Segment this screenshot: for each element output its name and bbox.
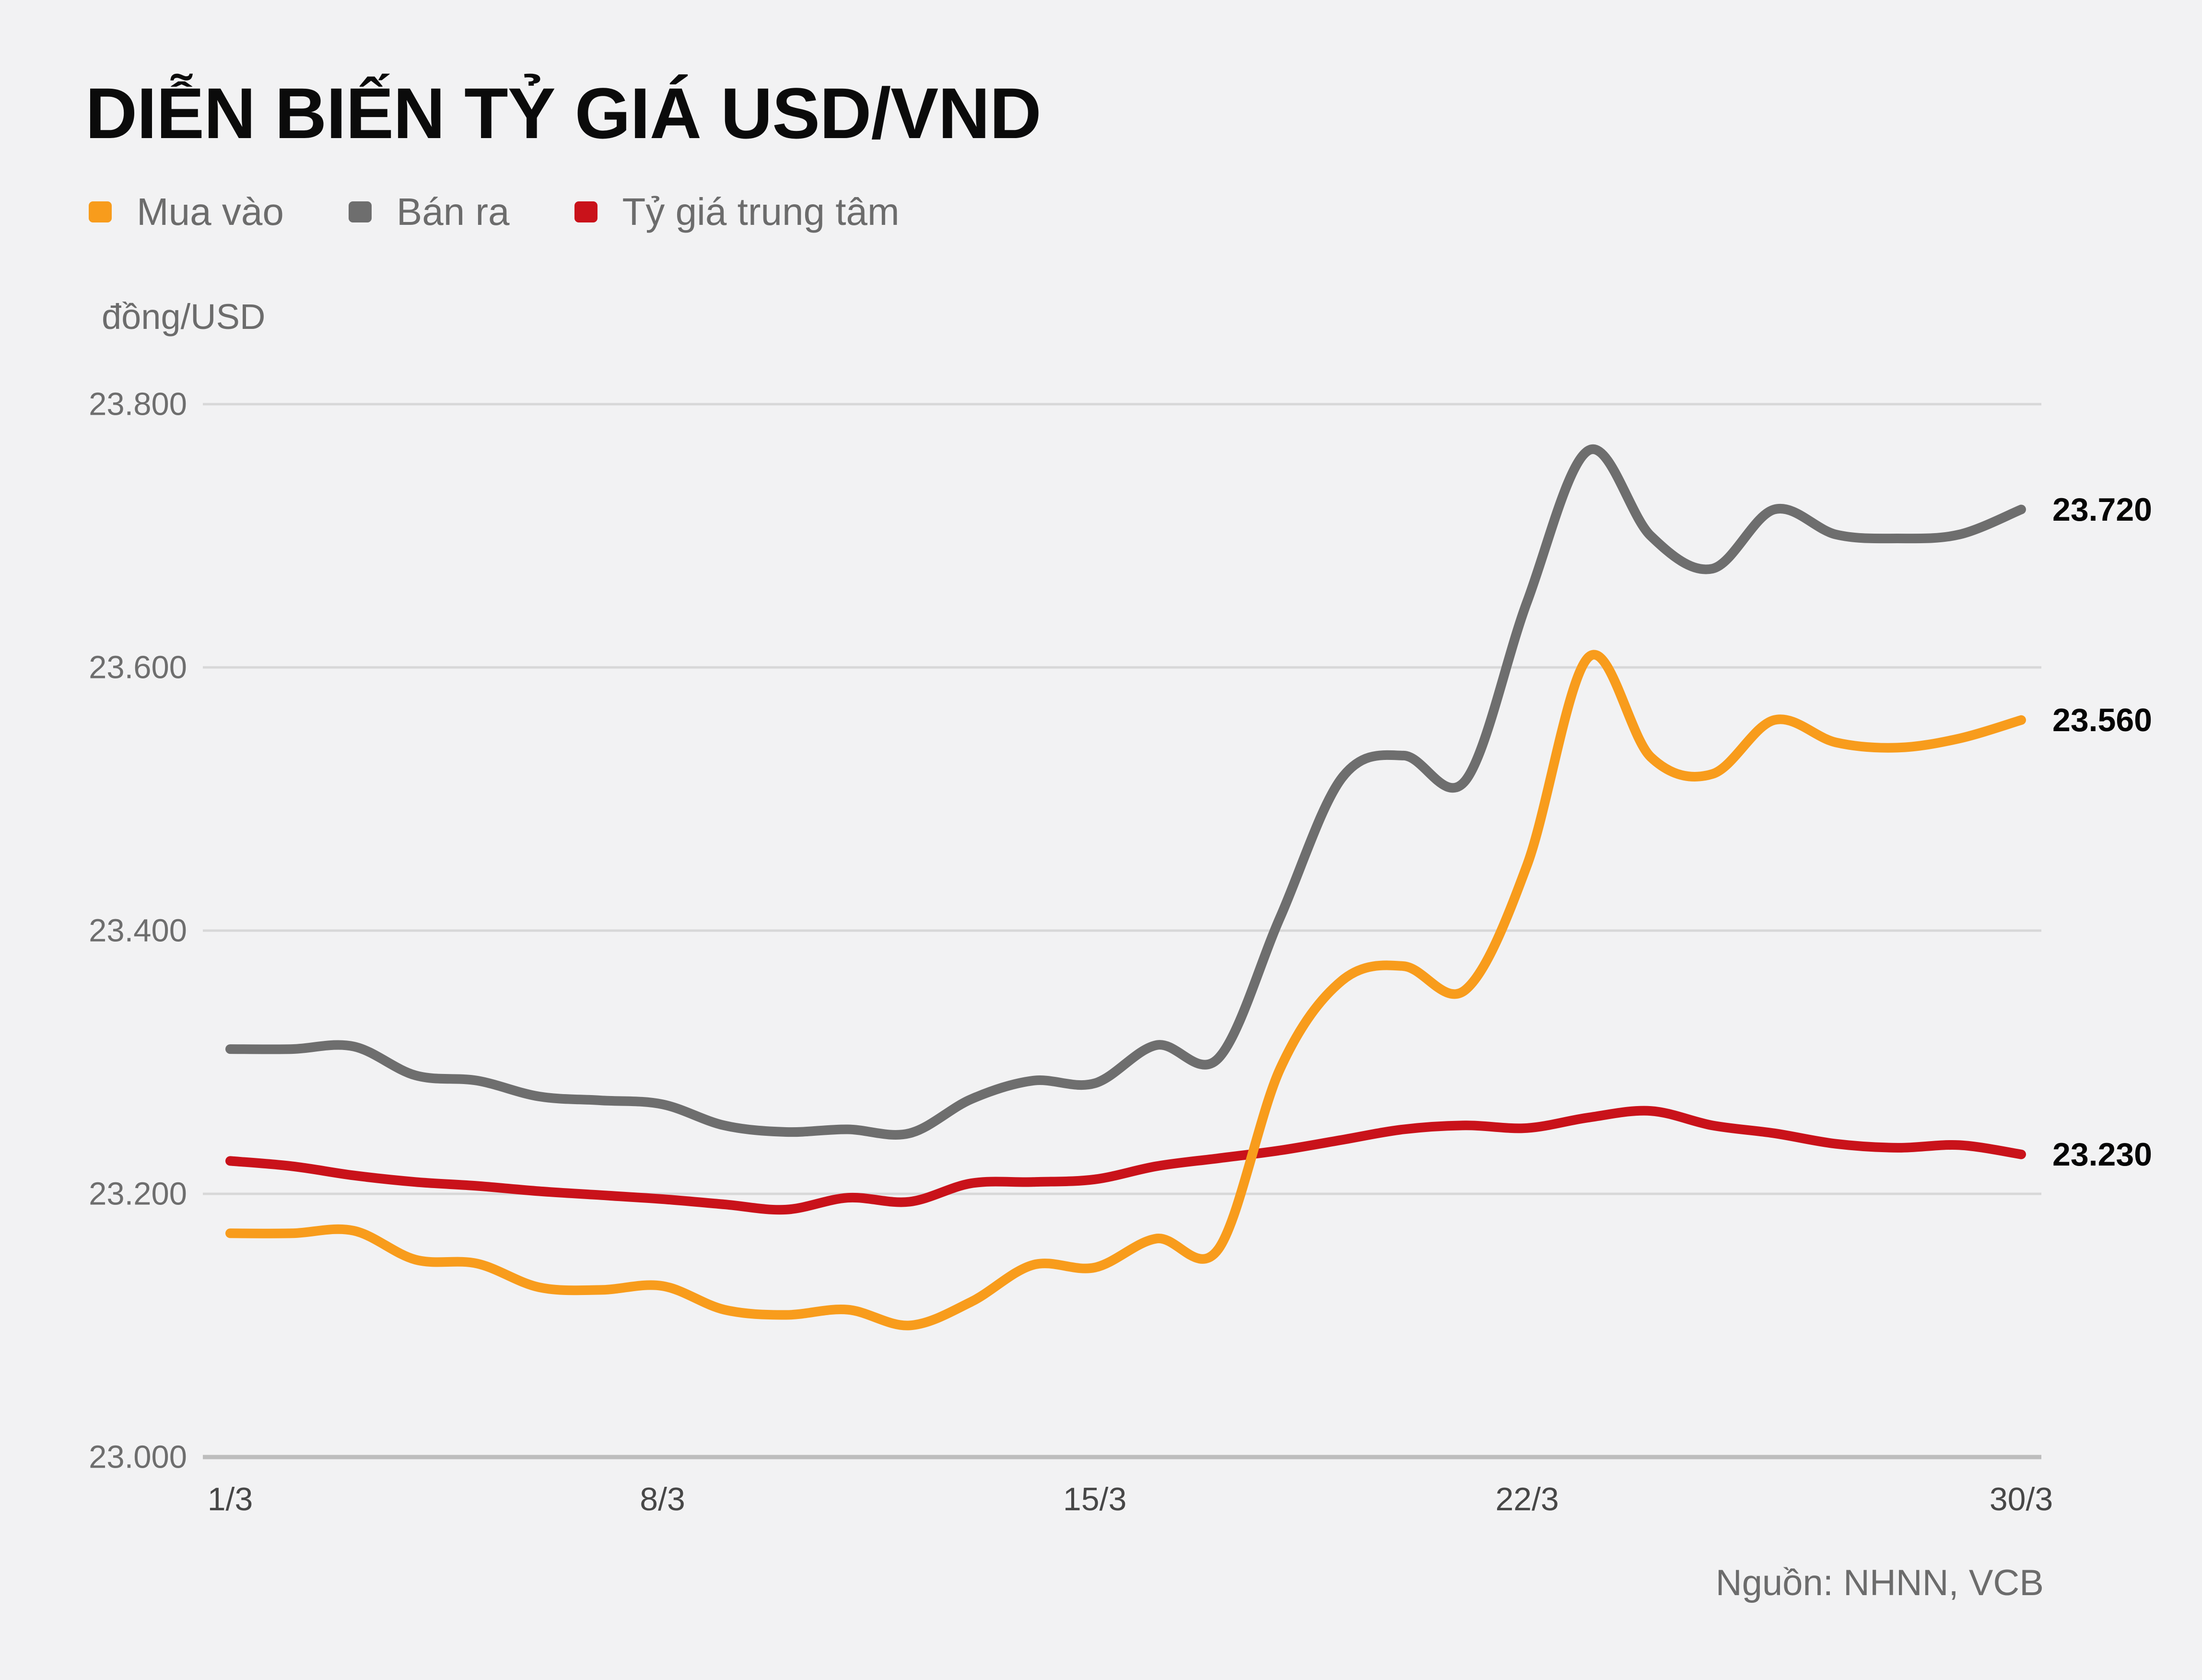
series-lines-group [225,444,2026,1330]
x-tick-label: 30/3 [1989,1481,2053,1517]
gridlines-group [203,403,2041,1459]
x-tick-label: 22/3 [1495,1481,1559,1517]
series-line-buy [225,650,2026,1330]
chart-legend: Mua vào Bán ra Tỷ giá trung tâm [89,188,964,236]
legend-item-buy: Mua vào [89,190,284,234]
y-axis-unit-label: đồng/USD [102,297,266,337]
legend-label-sell: Bán ra [396,190,510,233]
source-note: Nguồn: NHNN, VCB [1715,1563,2044,1603]
legend-item-central: Tỷ giá trung tâm [574,190,900,234]
legend-item-sell: Bán ra [348,190,510,234]
sell-color-swatch-icon [348,201,372,222]
buy-series-end-value-label: 23.560 [2052,701,2152,738]
central-rate-color-swatch-icon [574,201,597,222]
series-line-sell [225,444,2026,1140]
y-tick-label: 23.200 [89,1176,187,1212]
x-tick-label: 8/3 [640,1481,685,1517]
y-tick-label: 23.600 [89,649,187,686]
x-tick-label: 15/3 [1063,1481,1127,1517]
y-tick-label: 23.400 [89,912,187,949]
y-tick-label: 23.800 [89,386,187,422]
buy-color-swatch-icon [89,201,112,222]
series-line-central [225,1106,2026,1215]
central-rate-end-value-label: 23.230 [2052,1136,2152,1173]
y-tick-label: 23.000 [89,1439,187,1475]
legend-label-buy: Mua vào [137,190,284,233]
legend-label-central: Tỷ giá trung tâm [622,190,900,233]
x-tick-label: 1/3 [207,1481,253,1517]
page-title: DIỄN BIẾN TỶ GIÁ USD/VND [85,73,1042,153]
sell-series-end-value-label: 23.720 [2052,491,2152,528]
